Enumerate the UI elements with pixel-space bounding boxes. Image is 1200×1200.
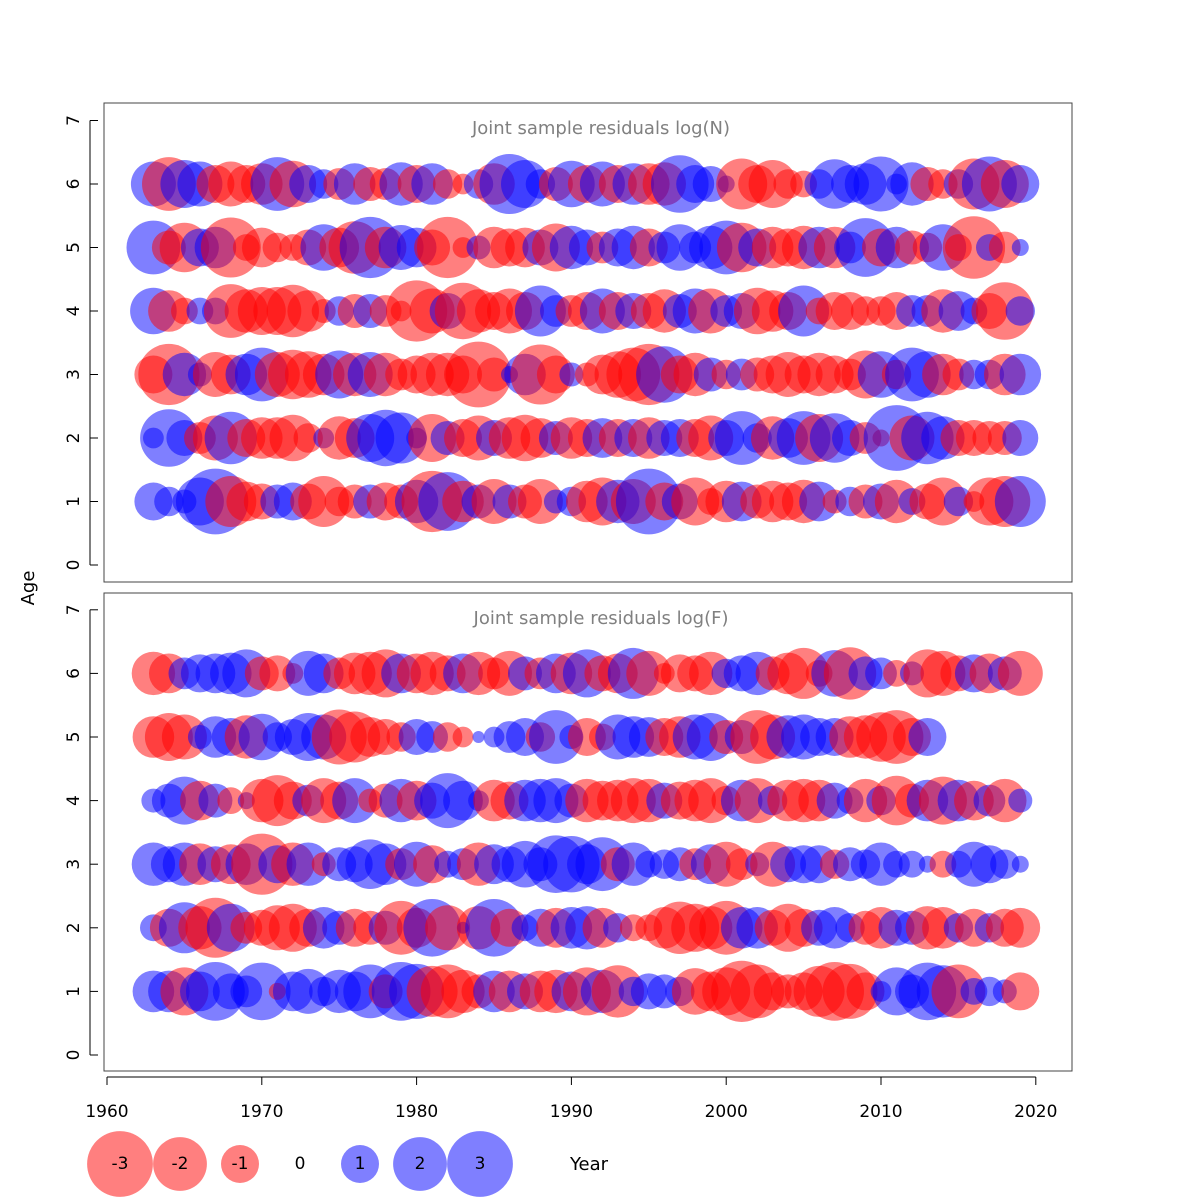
residual-bubble	[259, 655, 296, 692]
residual-bubble	[990, 849, 1020, 879]
x-tick-label: 1980	[395, 1102, 438, 1122]
residual-bubble	[1011, 855, 1029, 873]
y-tick-label: 7	[64, 604, 84, 615]
residual-bubble	[232, 962, 291, 1021]
residual-bubble	[517, 479, 563, 524]
y-tick-label: 4	[64, 795, 84, 806]
residual-bubble	[417, 216, 479, 279]
panel-lognn: Joint sample residuals log(N) 0 1 2 3 4 5 6 7	[64, 102, 1073, 583]
y-axis-label: Age	[18, 571, 39, 606]
residual-bubble	[908, 718, 947, 756]
x-tick-label: 2000	[705, 1102, 748, 1122]
x-tick-label: 1990	[550, 1102, 593, 1122]
residual-bubble	[931, 964, 986, 1019]
y-axis: 0 1 2 3 4 5 6 7	[64, 604, 98, 1060]
residual-bubble	[200, 217, 261, 278]
y-tick-label: 6	[64, 179, 84, 190]
y-tick-label: 2	[64, 922, 84, 933]
residual-bubble	[332, 778, 378, 824]
residual-bubble	[999, 353, 1042, 396]
panel-frame	[103, 102, 1073, 583]
y-tick-label: 5	[64, 242, 84, 253]
panel-logf: Joint sample residuals log(F) 0 1 2 3 4 5 6 7	[64, 592, 1073, 1072]
residual-bubble	[988, 231, 1021, 264]
legend-bubble	[447, 1131, 513, 1197]
residual-bubble	[443, 780, 483, 821]
residual-bubble	[997, 650, 1043, 696]
residual-bubble	[1008, 788, 1033, 813]
y-tick-label: 4	[64, 306, 84, 317]
residual-bubble	[1001, 165, 1040, 203]
legend: -3 -2 -1 0 1 2 3	[87, 1131, 513, 1197]
residual-bubble	[898, 850, 926, 878]
residual-bubble	[472, 731, 485, 743]
legend-label: 1	[355, 1154, 366, 1174]
legend-bubble	[393, 1137, 447, 1191]
x-tick-label: 1960	[85, 1102, 128, 1122]
x-tick-label: 2020	[1014, 1102, 1057, 1122]
legend-label: 3	[475, 1154, 486, 1174]
legend-bubble	[221, 1145, 259, 1183]
legend-label: 0	[295, 1154, 306, 1174]
legend-label: -2	[172, 1154, 189, 1174]
residual-bubble	[626, 650, 672, 696]
residual-bubble	[293, 423, 323, 453]
y-axis: 0 1 2 3 4 5 6 7	[64, 115, 98, 570]
residual-bubble	[942, 216, 1006, 279]
legend-bubble	[87, 1131, 153, 1197]
legend-label: -1	[232, 1154, 249, 1174]
legend-bubble	[341, 1145, 379, 1183]
panel-frame	[103, 592, 1073, 1072]
residual-bubble	[994, 476, 1046, 527]
residual-bubble	[529, 710, 583, 764]
residual-bubble	[1011, 239, 1029, 256]
residual-bubble	[1001, 972, 1040, 1011]
legend-label: 2	[415, 1154, 426, 1174]
x-tick-label: 2010	[859, 1102, 902, 1122]
y-tick-label: 1	[64, 496, 84, 507]
y-tick-label: 3	[64, 859, 84, 870]
x-axis-label: Year	[569, 1154, 609, 1175]
y-tick-label: 0	[64, 1050, 84, 1061]
legend-bubble	[153, 1137, 207, 1191]
residual-bubble	[943, 486, 974, 517]
residual-bubble	[217, 787, 245, 814]
residual-bubble	[477, 357, 511, 392]
y-tick-label: 7	[64, 115, 84, 126]
residual-bubble	[452, 726, 474, 748]
residual-bubble	[425, 905, 471, 951]
y-tick-label: 6	[64, 668, 84, 679]
y-tick-label: 0	[64, 560, 84, 571]
residual-bubble	[1000, 907, 1041, 948]
residual-bubble	[1002, 420, 1039, 456]
residual-bubble	[853, 156, 909, 212]
residual-bubble	[161, 714, 207, 760]
y-tick-label: 1	[64, 986, 84, 997]
x-axis: 1960 1970 1980 1990 2000 2010 2020	[85, 1076, 1057, 1122]
residual-bubble	[432, 722, 463, 752]
residual-bubble	[1005, 296, 1035, 326]
panel-title: Joint sample residuals log(F)	[473, 608, 729, 629]
y-tick-label: 3	[64, 369, 84, 380]
legend-label: -3	[112, 1154, 129, 1174]
y-tick-label: 5	[64, 732, 84, 743]
residual-bubble	[432, 169, 463, 199]
bubble-layer	[126, 154, 1046, 535]
bubble-layer	[131, 647, 1043, 1023]
panel-title: Joint sample residuals log(N)	[471, 118, 730, 139]
x-tick-label: 1970	[240, 1102, 283, 1122]
y-tick-label: 2	[64, 433, 84, 444]
